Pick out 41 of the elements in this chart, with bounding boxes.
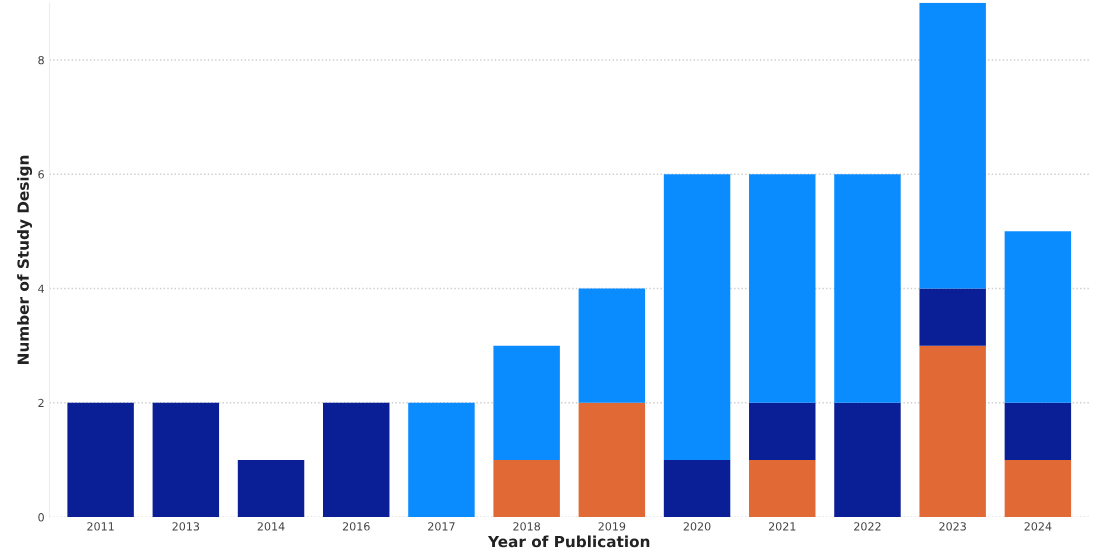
y-tick-label: 2 — [38, 398, 44, 408]
y-axis-title: Number of Study Design — [17, 155, 33, 364]
y-tick-label: 4 — [38, 284, 45, 293]
x-tick-label: 2022 — [854, 522, 881, 531]
x-tick-label: 2021 — [768, 522, 796, 531]
bar — [493, 345, 560, 460]
bar — [493, 459, 560, 518]
y-tick-label: 8 — [38, 55, 44, 65]
bar — [749, 402, 816, 460]
bar — [834, 402, 901, 518]
x-tick-label: 2016 — [342, 522, 370, 531]
bar — [749, 459, 816, 518]
bar — [834, 174, 901, 403]
bar — [1004, 459, 1072, 518]
x-tick-label: 2024 — [1024, 522, 1052, 531]
bar — [237, 459, 305, 518]
x-tick-label: 2011 — [87, 522, 114, 531]
bar — [67, 402, 134, 518]
x-tick-label: 2013 — [172, 522, 200, 531]
x-tick-label: 2020 — [683, 522, 711, 531]
bar — [663, 174, 731, 460]
bar — [749, 174, 816, 403]
bar — [919, 2, 986, 289]
x-tick-label: 2018 — [513, 522, 541, 531]
bar — [919, 288, 986, 346]
bar — [1004, 231, 1072, 403]
y-tick-label: 6 — [38, 170, 44, 179]
bar — [323, 402, 390, 518]
bar — [663, 459, 731, 518]
x-axis-title: Year of Publication — [487, 535, 650, 548]
bar — [408, 402, 475, 518]
y-tick-label: 0 — [38, 513, 44, 522]
x-tick-label: 2017 — [428, 522, 455, 531]
bar — [1004, 402, 1072, 460]
x-tick-label: 2023 — [939, 522, 966, 531]
bar — [578, 288, 646, 403]
bar — [152, 402, 220, 518]
bar — [578, 402, 646, 518]
x-tick-label: 2014 — [257, 522, 285, 531]
x-tick-label: 2019 — [598, 522, 626, 531]
bar — [919, 345, 986, 518]
